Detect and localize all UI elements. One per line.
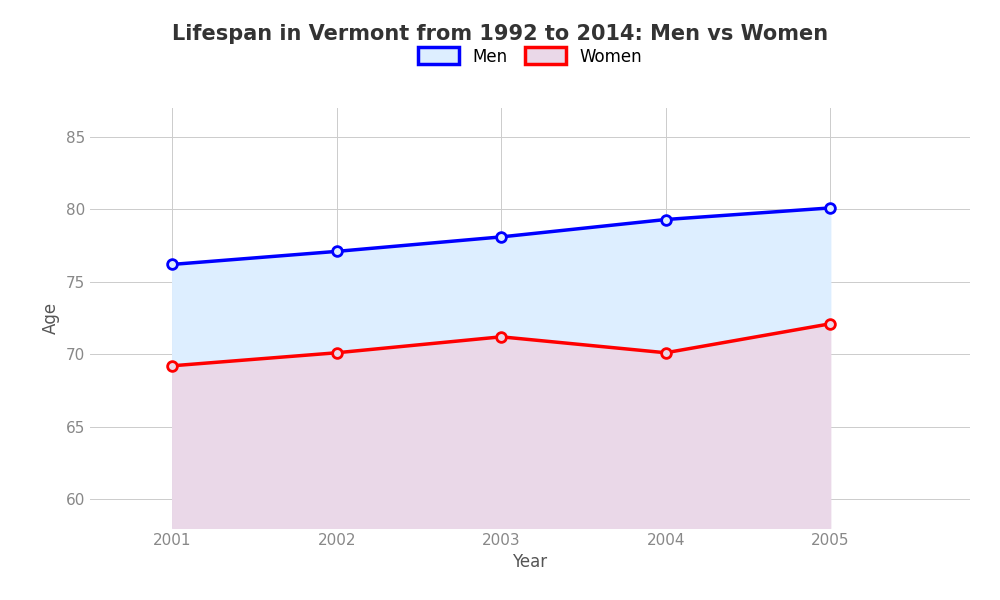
Legend: Men, Women: Men, Women bbox=[411, 41, 649, 72]
Y-axis label: Age: Age bbox=[42, 302, 60, 334]
Text: Lifespan in Vermont from 1992 to 2014: Men vs Women: Lifespan in Vermont from 1992 to 2014: M… bbox=[172, 24, 828, 44]
X-axis label: Year: Year bbox=[512, 553, 548, 571]
